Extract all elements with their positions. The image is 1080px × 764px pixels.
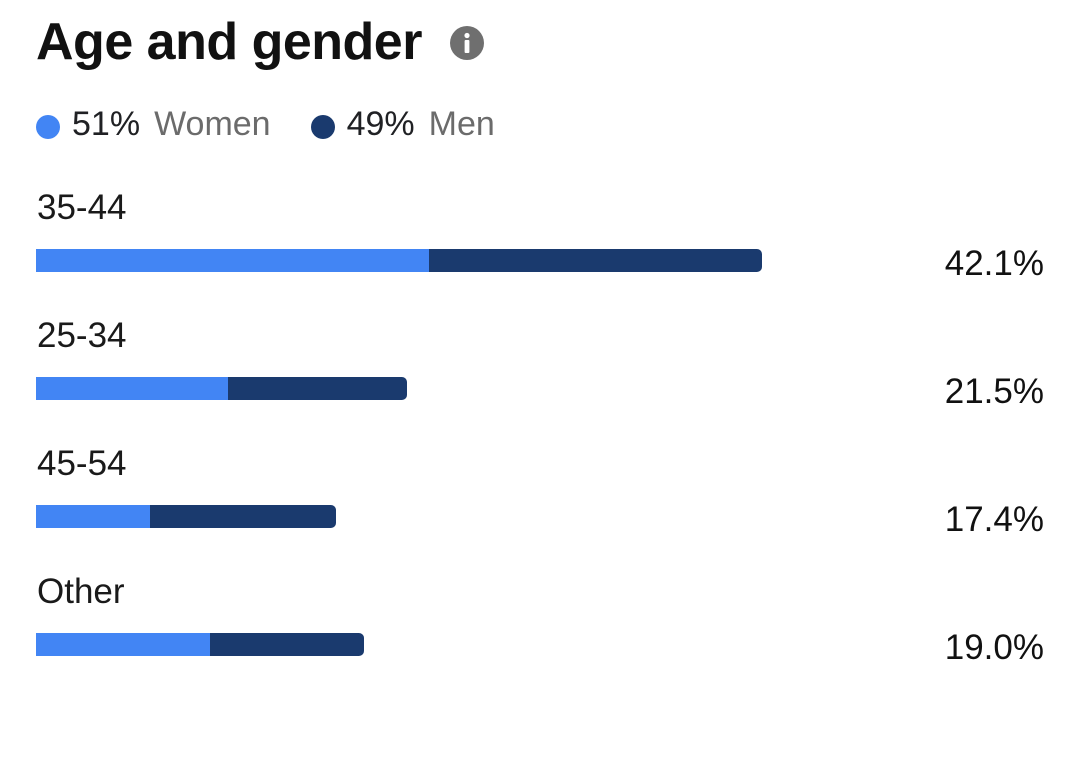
category-label: 35-44 bbox=[37, 188, 127, 227]
bar-segment-men bbox=[429, 249, 763, 272]
bar-track bbox=[36, 505, 916, 528]
bar-segment-women bbox=[36, 505, 150, 528]
stacked-bar bbox=[36, 377, 407, 400]
legend-dot-men bbox=[310, 115, 335, 139]
bar-segment-men bbox=[149, 505, 337, 528]
info-icon-graphic bbox=[449, 26, 484, 60]
value-label: 19.0% bbox=[944, 628, 1044, 667]
chart-rows: 35-44 42.1% 25-34 21.5% 45-54 17.4% Other 19.0% bbox=[36, 186, 1044, 698]
chart-row: 35-44 42.1% bbox=[36, 186, 1044, 314]
bar-segment-women bbox=[36, 377, 228, 400]
bar-segment-men bbox=[210, 633, 364, 656]
stacked-bar bbox=[36, 633, 364, 656]
bar-track bbox=[36, 249, 916, 272]
legend-label-men: Men bbox=[428, 105, 495, 143]
value-label: 42.1% bbox=[944, 244, 1044, 283]
chart-header: Age and gender bbox=[36, 10, 484, 74]
legend-value-women: 51% bbox=[72, 105, 141, 143]
chart-row: 25-34 21.5% bbox=[36, 314, 1044, 442]
stacked-bar bbox=[36, 505, 337, 528]
category-label: 25-34 bbox=[37, 316, 127, 355]
chart-row: Other 19.0% bbox=[36, 570, 1044, 698]
legend-item-men: 49% Men bbox=[310, 102, 495, 146]
bar-segment-women bbox=[36, 249, 430, 272]
chart-title: Age and gender bbox=[36, 13, 422, 71]
legend-value-men: 49% bbox=[346, 105, 415, 143]
bar-track bbox=[36, 633, 916, 656]
legend-dot-women bbox=[36, 115, 60, 139]
chart-legend: 51% Women 49% Men bbox=[36, 102, 535, 146]
value-label: 21.5% bbox=[944, 372, 1044, 411]
category-label: Other bbox=[37, 572, 125, 611]
legend-item-women: 51% Women bbox=[36, 102, 271, 146]
bar-segment-men bbox=[227, 377, 407, 400]
value-label: 17.4% bbox=[944, 500, 1044, 539]
bar-segment-women bbox=[36, 633, 211, 656]
bar-track bbox=[36, 377, 916, 400]
category-label: 45-54 bbox=[37, 444, 127, 483]
stacked-bar bbox=[36, 249, 763, 272]
chart-row: 45-54 17.4% bbox=[36, 442, 1044, 570]
info-icon[interactable] bbox=[449, 26, 484, 60]
legend-label-women: Women bbox=[154, 105, 271, 143]
